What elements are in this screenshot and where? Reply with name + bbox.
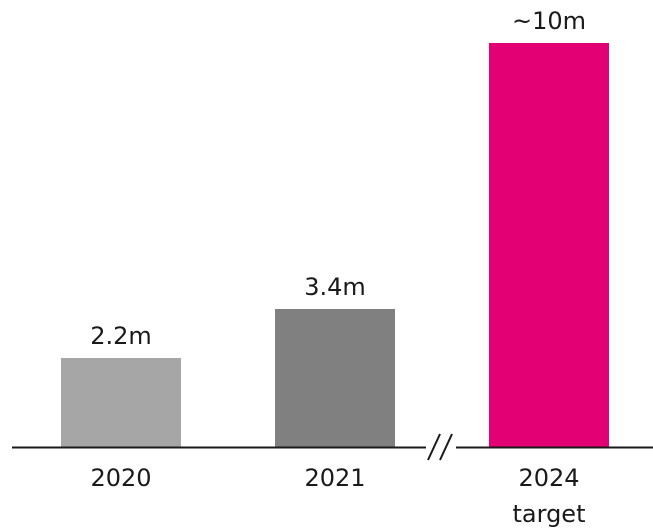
bars-group	[61, 43, 609, 447]
bar-2024	[489, 43, 609, 447]
category-sublabel-2024: target	[513, 500, 586, 528]
category-label-2024: 2024	[518, 464, 579, 492]
value-label-2024: ~10m	[512, 7, 586, 35]
category-label-2020: 2020	[90, 464, 151, 492]
bar-2020	[61, 358, 181, 447]
value-labels-group: 2.2m 3.4m ~10m	[90, 7, 586, 350]
value-label-2020: 2.2m	[90, 322, 152, 350]
category-label-2021: 2021	[304, 464, 365, 492]
axis-break-icon	[426, 433, 456, 461]
value-label-2021: 3.4m	[304, 273, 366, 301]
bar-2021	[275, 309, 395, 447]
category-labels-group: 2020 2021 2024 target	[90, 464, 585, 528]
